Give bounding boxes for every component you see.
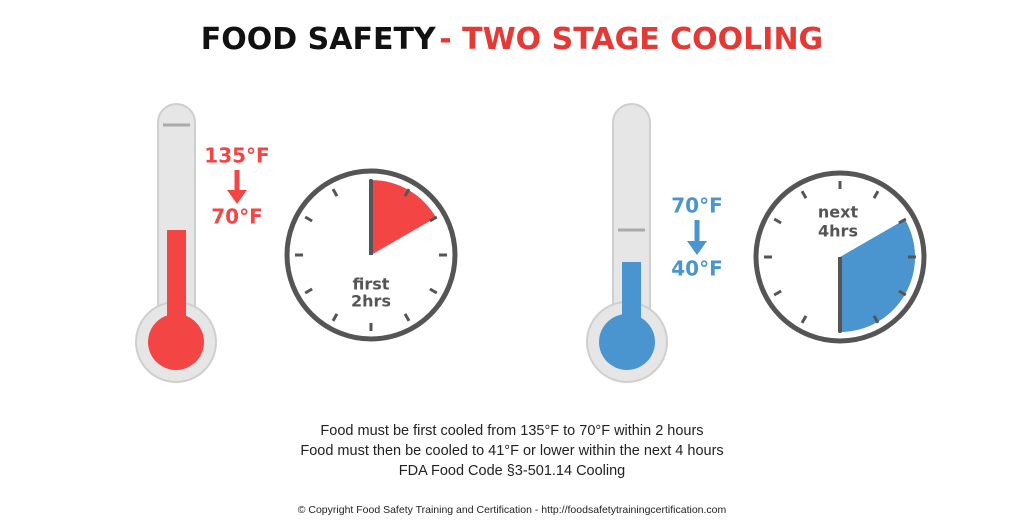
- clock-label: first: [353, 275, 390, 294]
- clock-tick: [800, 190, 808, 199]
- clock: [753, 170, 927, 344]
- note: FDA Food Code §3-501.14 Cooling: [399, 463, 626, 479]
- clock-tick: [872, 190, 880, 199]
- clock-tick: [331, 313, 339, 322]
- from-temp: 70°F: [671, 194, 723, 218]
- clock-tick: [872, 315, 880, 324]
- clock-tick: [304, 215, 313, 223]
- note: Food must be first cooled from 135°F to …: [320, 423, 703, 439]
- clock-tick: [304, 287, 313, 295]
- note: Food must then be cooled to 41°F or lowe…: [300, 443, 723, 459]
- from-temp: 135°F: [204, 144, 269, 168]
- thermometer-cool: [586, 103, 668, 383]
- clock-tick: [331, 188, 339, 197]
- to-temp: 70°F: [211, 205, 263, 229]
- clock-tick: [898, 289, 907, 297]
- clock-tick: [773, 289, 782, 297]
- title: FOOD SAFETY - TWO STAGE COOLING: [201, 22, 823, 57]
- title-main: FOOD SAFETY: [201, 22, 437, 57]
- clock-tick: [773, 217, 782, 225]
- clock-tick: [429, 215, 438, 223]
- clock: [284, 168, 458, 342]
- clock-label: 2hrs: [351, 292, 391, 311]
- to-temp: 40°F: [671, 257, 723, 281]
- clock-label: next: [818, 203, 859, 222]
- arrow-down: [687, 220, 707, 255]
- clock-tick: [429, 287, 438, 295]
- title-accent: - TWO STAGE COOLING: [439, 22, 823, 57]
- clock-tick: [403, 313, 411, 322]
- arrow-down: [227, 170, 247, 204]
- clock-tick: [403, 188, 411, 197]
- clock-tick: [800, 315, 808, 324]
- clock-label: 4hrs: [818, 222, 858, 241]
- footer: © Copyright Food Safety Training and Cer…: [298, 504, 727, 516]
- thermometer-hot: [135, 103, 217, 383]
- clock-tick: [898, 217, 907, 225]
